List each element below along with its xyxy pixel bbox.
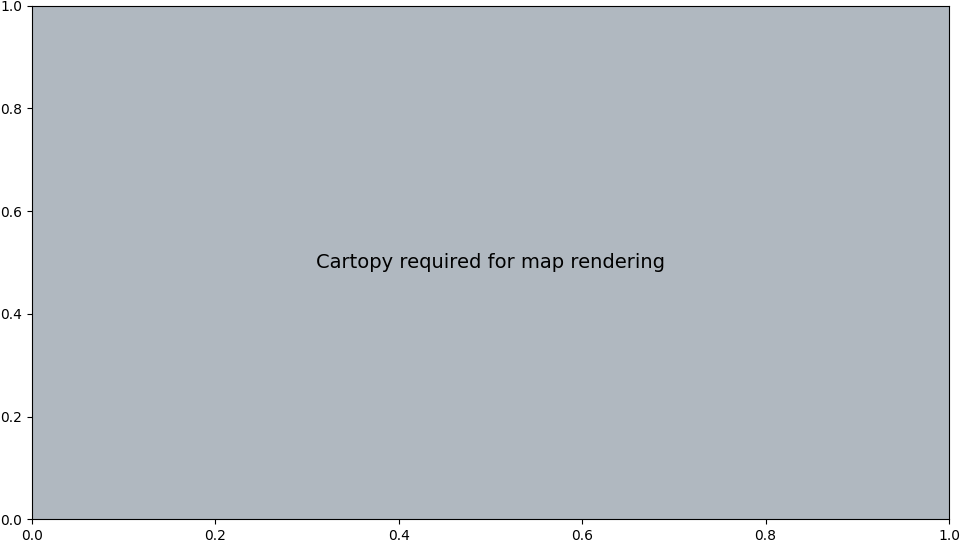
Text: Cartopy required for map rendering: Cartopy required for map rendering [316,253,665,272]
